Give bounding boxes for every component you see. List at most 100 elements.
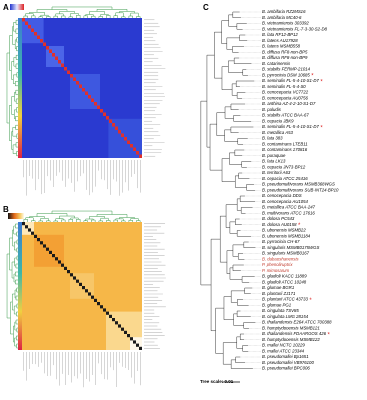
branch bbox=[229, 152, 242, 165]
branch bbox=[221, 20, 229, 44]
leaf-label: B. singularis MSMB0167 bbox=[262, 251, 310, 256]
branch bbox=[234, 149, 245, 156]
diag-cell bbox=[124, 330, 127, 334]
branch bbox=[206, 54, 215, 148]
branch bbox=[239, 333, 245, 340]
branch bbox=[237, 299, 249, 306]
dendrogram bbox=[51, 6, 113, 10]
diag-cell bbox=[88, 95, 91, 99]
dendrogram bbox=[16, 327, 18, 333]
dendrogram bbox=[25, 13, 34, 17]
branch bbox=[229, 221, 238, 234]
diag-cell bbox=[64, 67, 67, 71]
diag-cell bbox=[97, 302, 100, 306]
leaf-label: B. seminalis FL-5-4-S0 bbox=[262, 84, 306, 89]
dendrogram bbox=[38, 220, 43, 222]
leaf-label: B. paludis bbox=[262, 107, 282, 112]
dendrogram bbox=[53, 220, 58, 222]
dendrogram bbox=[15, 98, 18, 104]
dendrogram bbox=[76, 219, 81, 222]
dendrogram bbox=[83, 15, 88, 18]
diag-cell bbox=[73, 77, 76, 81]
branch bbox=[233, 313, 244, 326]
diag-cell bbox=[43, 244, 46, 248]
dendrogram bbox=[59, 215, 75, 219]
dendrogram bbox=[121, 220, 126, 222]
dendrogram bbox=[16, 343, 18, 349]
leaf-marker: * bbox=[309, 298, 312, 304]
dendrogram bbox=[61, 219, 66, 222]
dendrogram bbox=[106, 220, 111, 222]
diag-cell bbox=[37, 238, 40, 242]
dendrogram bbox=[115, 12, 124, 17]
branch bbox=[242, 69, 248, 76]
leaf-label: B. pseudomultivorans MSMB368WGS bbox=[262, 182, 335, 187]
diag-cell bbox=[115, 126, 118, 130]
leaf-label: B. contaminans LTEB11 bbox=[262, 141, 308, 146]
branch bbox=[232, 46, 244, 53]
leaf-marker: * bbox=[320, 125, 323, 131]
branch bbox=[236, 23, 247, 30]
branch bbox=[236, 198, 242, 211]
leaf-label: B. ambifaria MC40-6 bbox=[262, 15, 302, 20]
branch bbox=[233, 57, 252, 64]
diag-cell bbox=[73, 276, 76, 280]
branch bbox=[200, 100, 212, 286]
leaf-label: B. latens MSMB558 bbox=[262, 44, 301, 49]
dendrogram bbox=[121, 16, 126, 18]
branch bbox=[230, 126, 254, 133]
diag-cell bbox=[100, 109, 103, 113]
dendrogram bbox=[14, 289, 17, 299]
dendrogram bbox=[113, 219, 118, 222]
diag-cell bbox=[97, 105, 100, 109]
diag-cell bbox=[109, 314, 112, 318]
diag-cell bbox=[94, 102, 97, 106]
leaf-label: B. gladioli KACC 11889 bbox=[262, 274, 307, 279]
dendrogram bbox=[16, 303, 18, 309]
dendrogram bbox=[13, 225, 17, 235]
leaf-label: B. pseudomultivorans SUB-INT24-BP10 bbox=[262, 187, 339, 192]
dendrogram bbox=[89, 216, 105, 220]
dendrogram bbox=[16, 239, 18, 245]
diag-cell bbox=[31, 231, 34, 235]
diag-cell bbox=[70, 273, 73, 277]
dendrogram bbox=[15, 89, 18, 95]
diag-cell bbox=[64, 266, 67, 270]
leaf-label: B. ambifaria RZ2MS16 bbox=[262, 9, 306, 14]
leaf-label: B. cenocepacia AU1054 bbox=[262, 199, 309, 204]
branch bbox=[226, 37, 240, 50]
panel-label: A bbox=[3, 3, 9, 12]
dendrogram bbox=[16, 151, 18, 157]
diag-cell bbox=[127, 334, 130, 338]
dendrogram bbox=[14, 39, 17, 49]
branch bbox=[236, 310, 251, 317]
dendrogram bbox=[61, 15, 66, 18]
branch bbox=[209, 123, 223, 171]
branch bbox=[230, 359, 253, 369]
dendrogram bbox=[59, 11, 75, 14]
leaf-label: B. cenocepacia AU0756 bbox=[262, 95, 309, 100]
dendrogram bbox=[15, 28, 18, 34]
leaf-label: B. seminalis FL-5-4-10-S1-D7 bbox=[262, 124, 319, 129]
dendrogram bbox=[83, 220, 88, 222]
leaf-label: B. pyrrocinia DSM 10685 bbox=[262, 72, 310, 77]
dendrogram bbox=[11, 131, 14, 150]
leaf-label: B. anthina AZ-4-2-10-S1-D7 bbox=[262, 101, 316, 106]
leaf-label: B. diffusa RF8-non-BP5 bbox=[262, 49, 308, 54]
dendrogram bbox=[15, 295, 18, 301]
leaf-label: B. lata RF12-BP12 bbox=[262, 32, 298, 37]
diag-cell bbox=[103, 308, 106, 312]
dendrogram bbox=[15, 271, 18, 277]
leaf-label: B. ubonensis MSMB22 bbox=[262, 228, 306, 233]
leaf-label: B. vietnamiensis FL-7-3-30-S2-D8 bbox=[262, 26, 328, 31]
dendrogram bbox=[106, 15, 111, 18]
diag-cell bbox=[52, 254, 55, 258]
dendrogram bbox=[15, 142, 18, 148]
dendrogram bbox=[9, 105, 12, 141]
diag-cell bbox=[94, 298, 97, 302]
heatmaps bbox=[6, 6, 166, 388]
diag-cell bbox=[25, 225, 28, 229]
leaf-label: B. cingulata TSV85 bbox=[262, 308, 299, 313]
diag-cell bbox=[34, 32, 37, 36]
color-key bbox=[10, 4, 24, 10]
